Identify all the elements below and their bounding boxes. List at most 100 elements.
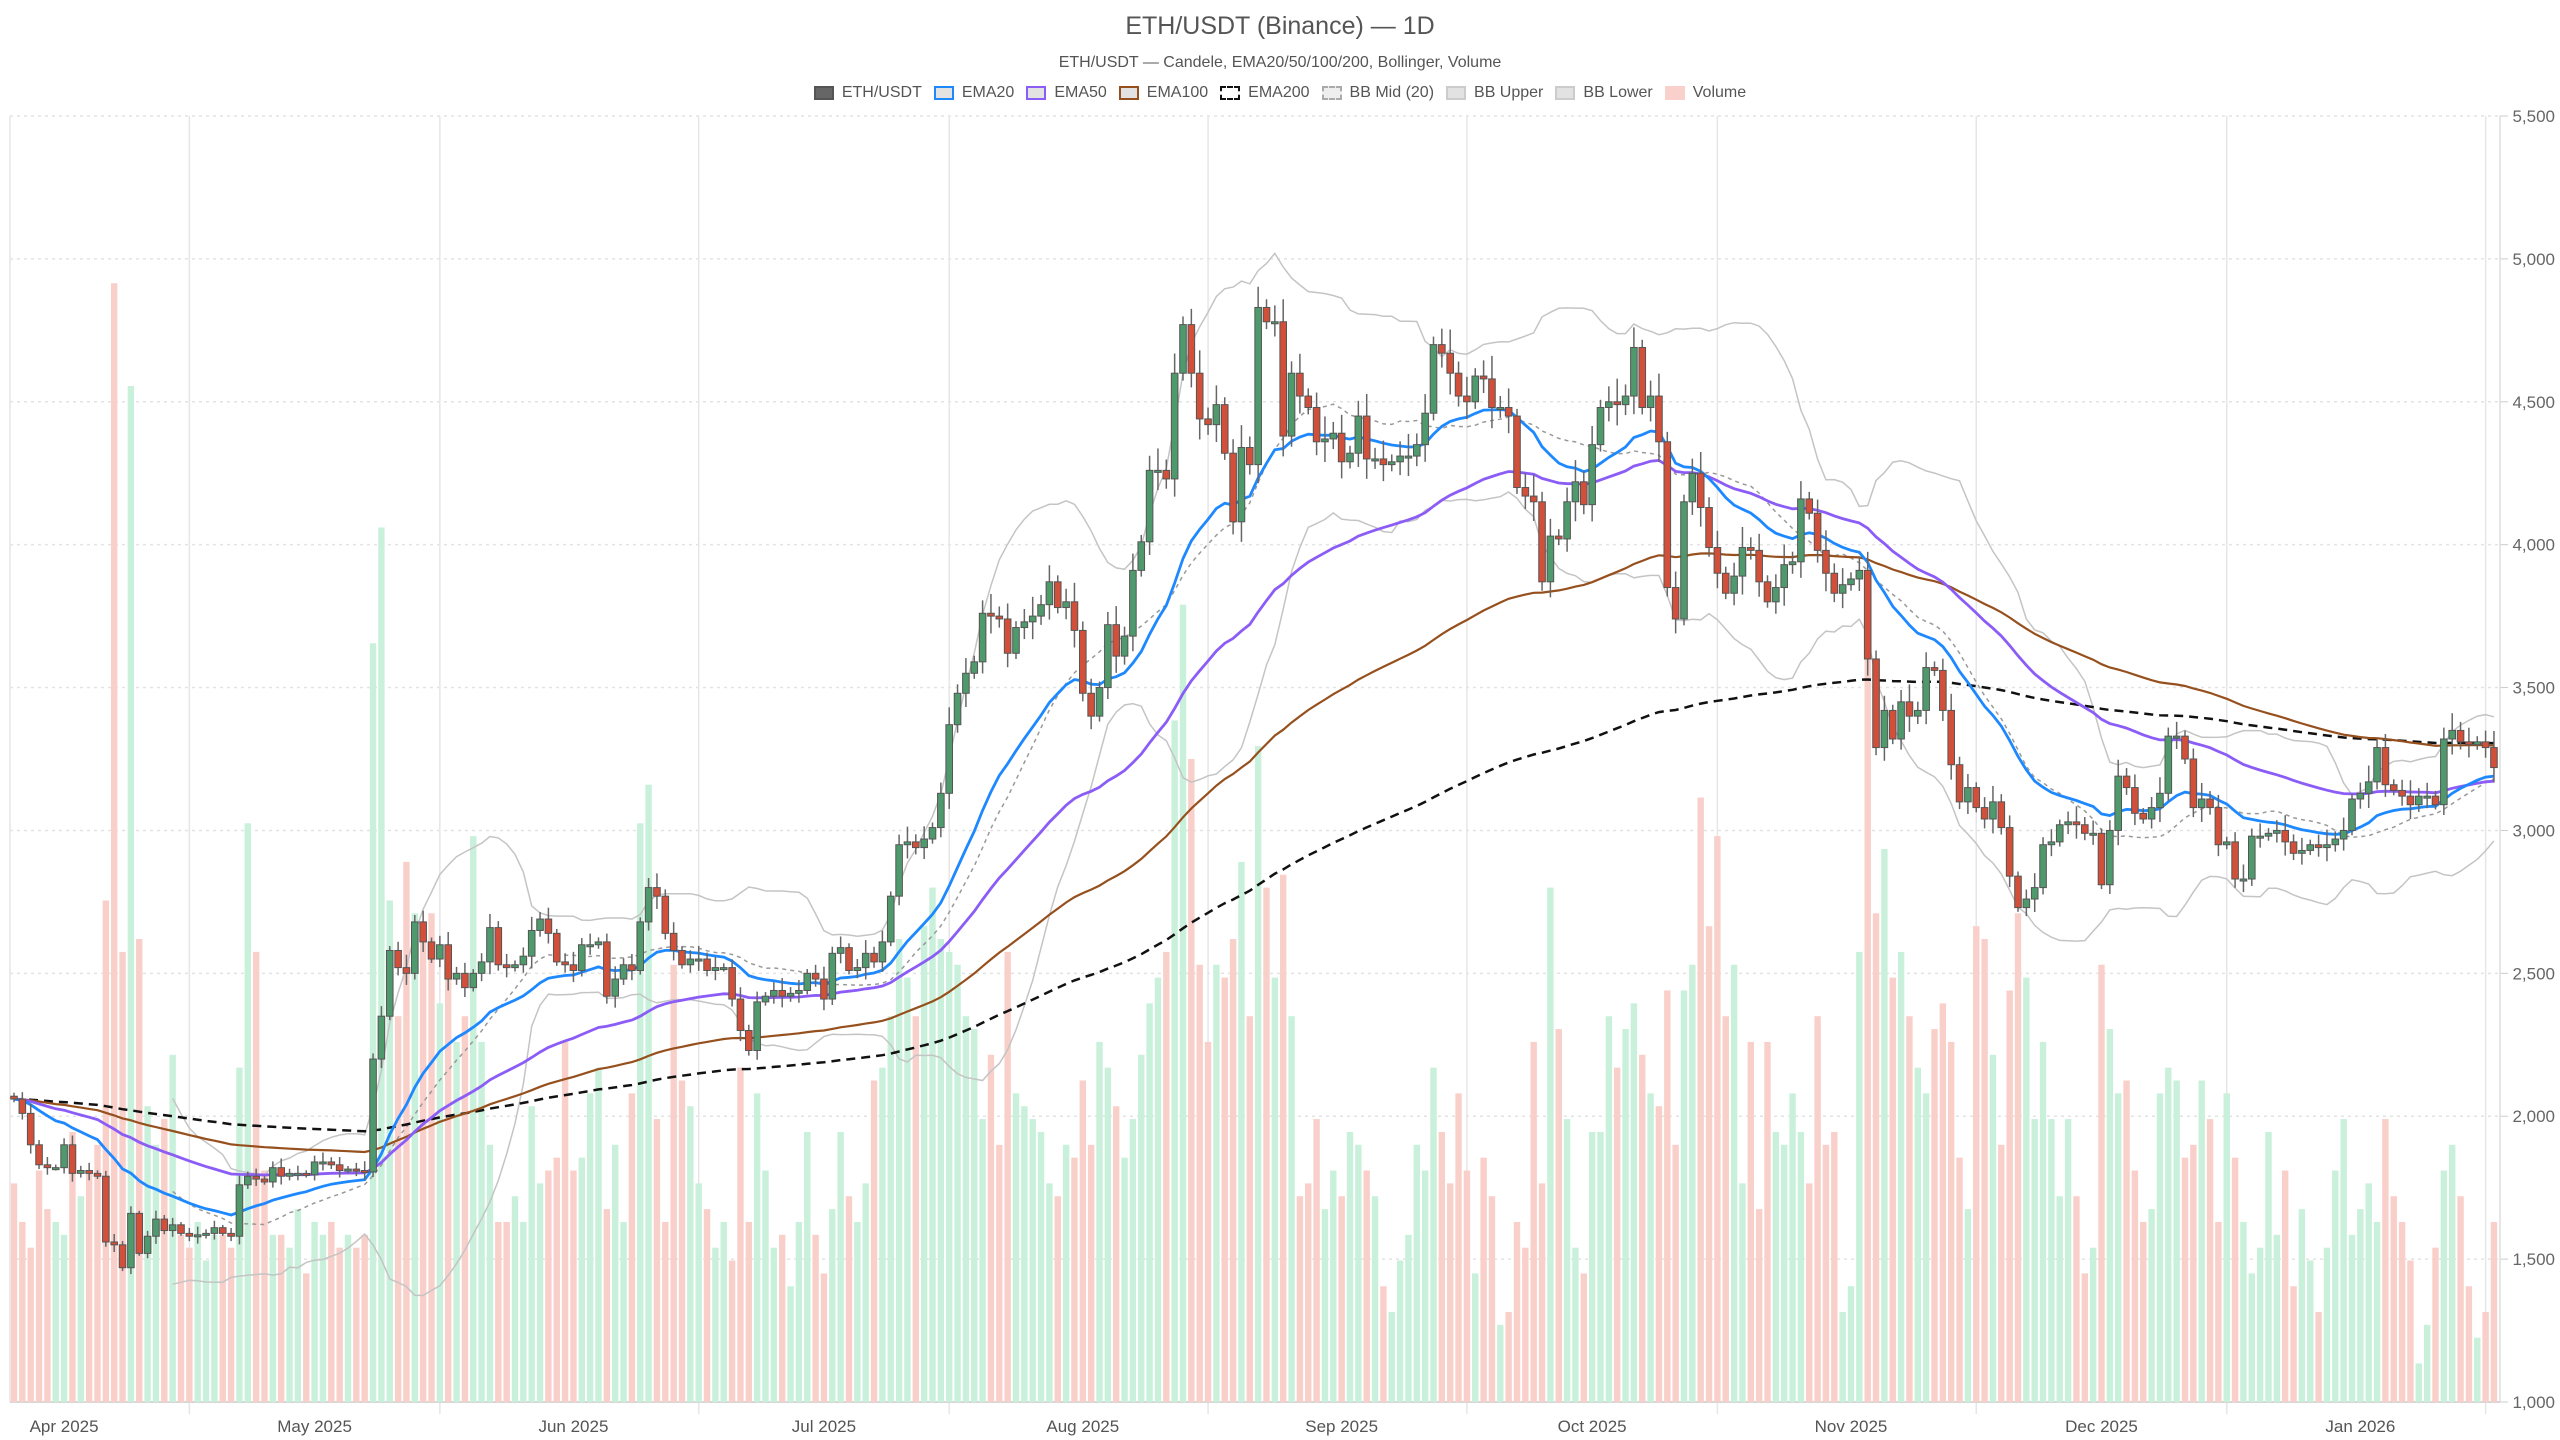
- volume-bar: [628, 1093, 636, 1402]
- legend-item[interactable]: BB Upper: [1446, 84, 1543, 102]
- candle: [1888, 704, 1897, 745]
- candle-body: [1763, 581, 1772, 603]
- x-tick-label: May 2025: [277, 1417, 352, 1436]
- candle: [1822, 530, 1830, 592]
- candle-body: [987, 612, 995, 617]
- legend-item[interactable]: EMA50: [1026, 84, 1107, 102]
- candle-body: [1296, 372, 1304, 397]
- candle-body: [1663, 441, 1672, 589]
- candle: [1713, 530, 1722, 589]
- candle: [1914, 701, 1922, 725]
- volume-bar: [2482, 1311, 2489, 1402]
- candle: [2222, 836, 2231, 850]
- candle-body: [2172, 735, 2181, 739]
- candle: [2064, 811, 2072, 835]
- candle-body: [2097, 832, 2106, 886]
- volume-bar: [2348, 1234, 2356, 1402]
- candle-body: [1822, 549, 1830, 574]
- candle: [1028, 596, 1037, 640]
- candle: [1638, 339, 1647, 415]
- volume-bar: [1822, 1144, 1830, 1402]
- candle-body: [1329, 432, 1338, 440]
- candle-body: [494, 927, 503, 966]
- volume-bar: [10, 1183, 18, 1402]
- candle-body: [736, 998, 745, 1031]
- x-tick-label: Sep 2025: [1305, 1417, 1378, 1436]
- candle-body: [436, 944, 444, 960]
- candle: [227, 1227, 235, 1242]
- candle-body: [110, 1241, 119, 1246]
- candle: [1972, 782, 1981, 813]
- volume-bar: [1755, 1209, 1763, 1402]
- candle-body: [1145, 469, 1154, 543]
- legend-label: BB Mid (20): [1349, 84, 1435, 101]
- candle: [1112, 606, 1121, 673]
- candle-body: [2156, 792, 2164, 809]
- candle-body: [2214, 807, 2223, 846]
- candle-body: [761, 995, 770, 1003]
- legend-item[interactable]: EMA100: [1118, 84, 1208, 102]
- candle: [1855, 556, 1864, 592]
- candle-body: [511, 964, 519, 969]
- candle-body: [1838, 584, 1847, 594]
- candle-body: [1680, 501, 1688, 620]
- volume-bar: [1071, 1157, 1078, 1402]
- legend-item[interactable]: EMA200: [1220, 84, 1310, 102]
- candle: [1421, 394, 1429, 462]
- volume-bar: [595, 1067, 602, 1402]
- legend-item[interactable]: ETH/USDT: [813, 84, 922, 102]
- candle: [1337, 414, 1346, 479]
- candle: [1646, 380, 1655, 422]
- candle: [1145, 455, 1154, 555]
- candle: [2406, 780, 2415, 820]
- volume-bar: [1346, 1131, 1354, 1402]
- candle-body: [1655, 395, 1663, 443]
- candle: [2473, 736, 2482, 750]
- volume-bar: [1797, 1131, 1805, 1402]
- volume-bar: [1121, 1157, 1128, 1402]
- volume-bar: [2023, 977, 2030, 1402]
- volume-bar: [520, 1221, 527, 1402]
- candle: [694, 945, 703, 971]
- candle-body: [703, 958, 711, 971]
- candle-body: [1062, 601, 1070, 609]
- candle: [277, 1158, 285, 1185]
- candle-body: [1805, 498, 1814, 514]
- volume-bar: [1764, 1041, 1771, 1402]
- volume-bar: [1229, 939, 1237, 1402]
- legend-item[interactable]: Volume: [1664, 84, 1746, 102]
- candle: [260, 1176, 269, 1185]
- volume-bar: [1037, 1131, 1045, 1402]
- y-tick-label: 5,500: [2512, 107, 2555, 126]
- volume-bar: [1355, 1144, 1362, 1402]
- volume-bar: [829, 1209, 836, 1402]
- legend-item[interactable]: EMA20: [933, 84, 1014, 102]
- volume-bar: [2423, 1324, 2431, 1402]
- candle-body: [385, 949, 394, 1017]
- volume-bar: [127, 386, 135, 1402]
- candle-body: [1880, 709, 1889, 749]
- candle: [51, 1164, 60, 1171]
- candle: [669, 922, 678, 961]
- volume-bar: [1948, 1041, 1955, 1402]
- candle: [2114, 759, 2122, 846]
- candle: [1880, 695, 1889, 761]
- candle: [10, 1092, 18, 1103]
- candle: [1788, 551, 1797, 574]
- candle: [1271, 305, 1279, 337]
- candle: [2156, 777, 2164, 823]
- candle-body: [1070, 601, 1079, 631]
- legend-item[interactable]: BB Mid (20): [1321, 84, 1435, 102]
- candle: [1296, 353, 1304, 414]
- candle-body: [152, 1218, 160, 1237]
- candle: [218, 1224, 227, 1236]
- candle: [93, 1170, 102, 1179]
- volume-bar: [1973, 926, 1980, 1402]
- candle: [502, 953, 511, 978]
- legend-item[interactable]: BB Lower: [1555, 84, 1653, 102]
- candle: [1504, 388, 1513, 434]
- candle: [2490, 731, 2498, 783]
- candle: [628, 954, 636, 981]
- candle: [1037, 594, 1045, 625]
- volume-bar: [2398, 1221, 2406, 1402]
